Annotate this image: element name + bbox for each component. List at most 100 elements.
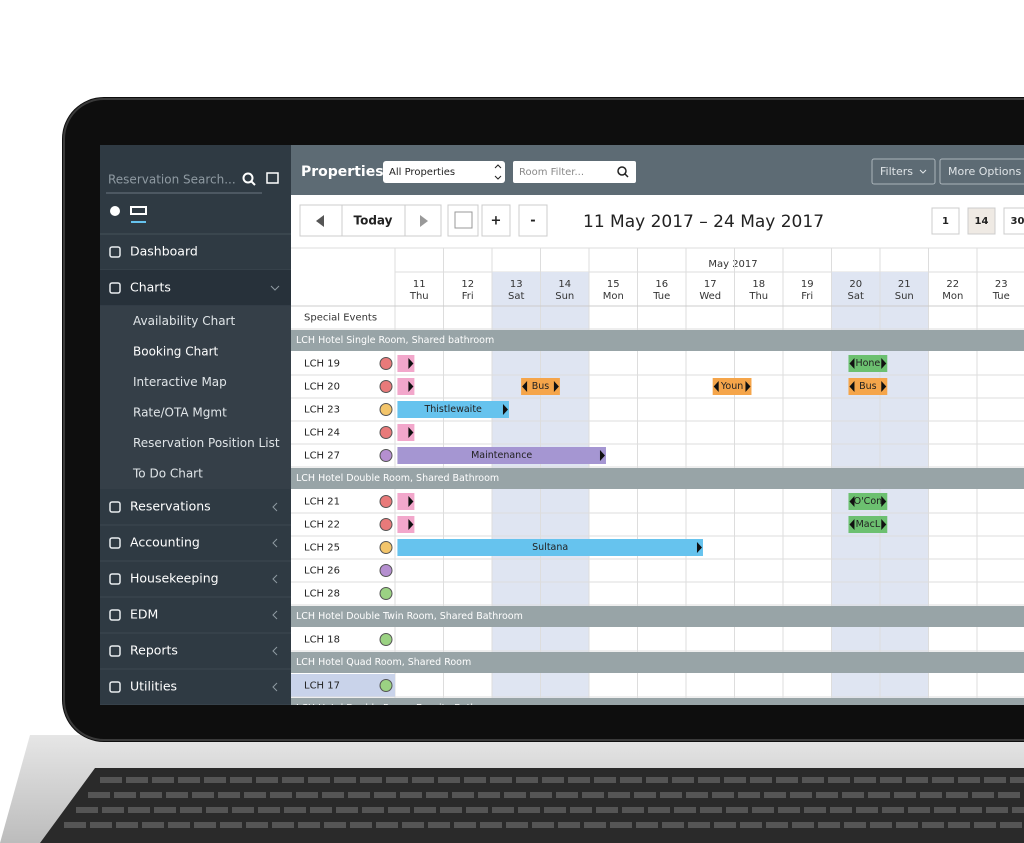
room-filter[interactable] — [513, 161, 636, 183]
submenu-item[interactable]: To Do Chart — [132, 466, 203, 480]
day-weekday: Thu — [409, 291, 429, 302]
menu-item[interactable]: Utilities — [130, 679, 177, 694]
room-name[interactable]: LCH 19 — [304, 359, 340, 370]
today-text[interactable]: Today — [354, 214, 393, 228]
calendar-icon[interactable] — [266, 172, 279, 184]
room-name[interactable]: LCH 22 — [304, 520, 340, 531]
booking[interactable] — [397, 539, 703, 556]
room-name[interactable]: LCH 23 — [304, 405, 340, 416]
bed-icon[interactable] — [130, 206, 147, 215]
booking-label[interactable]: Hone — [855, 358, 880, 369]
date-picker-button[interactable] — [447, 204, 479, 237]
filters-button-text[interactable]: Filters — [880, 165, 913, 178]
submenu-item[interactable]: Booking Chart — [133, 344, 219, 358]
view-button-text[interactable]: 14 — [975, 216, 989, 227]
special-events-label: Special Events — [304, 313, 377, 324]
booking[interactable] — [848, 355, 888, 372]
menu-item[interactable]: Reports — [130, 643, 178, 658]
submenu-item[interactable]: Reservation Position List — [133, 436, 280, 450]
booking[interactable] — [397, 355, 415, 372]
booking[interactable] — [397, 401, 509, 418]
view-button[interactable] — [931, 207, 960, 235]
booking-label[interactable]: O'Con — [854, 496, 883, 507]
room-name[interactable]: LCH 20 — [304, 382, 340, 393]
date-picker-icon — [454, 211, 473, 229]
room-group-name: LCH Hotel Double Room, Shared Bathroom — [296, 473, 499, 484]
today-button[interactable] — [341, 204, 406, 237]
search-icon[interactable] — [242, 172, 254, 184]
day-date: 12 — [461, 279, 474, 290]
plus-button[interactable] — [481, 204, 511, 237]
booking[interactable] — [848, 378, 888, 395]
filters-button[interactable] — [871, 158, 936, 185]
menu-item[interactable]: Reservations — [130, 499, 211, 514]
submenu-item[interactable]: Rate/OTA Mgmt — [133, 405, 227, 419]
room-name[interactable]: LCH 24 — [304, 428, 340, 439]
submenu-item[interactable]: Interactive Map — [133, 375, 227, 389]
menu-item[interactable]: Accounting — [130, 535, 200, 550]
menu-item[interactable]: Dashboard — [130, 244, 198, 259]
booking[interactable] — [397, 447, 606, 464]
room-name[interactable]: LCH 17 — [304, 681, 340, 692]
booking-arrow-right — [502, 404, 508, 415]
room-name[interactable]: LCH 27 — [304, 451, 340, 462]
keys — [64, 777, 1024, 828]
day-weekday: Tue — [992, 291, 1010, 302]
day-weekday: Fri — [462, 291, 474, 302]
day-weekday: Wed — [699, 291, 721, 302]
minus-text[interactable]: - — [530, 214, 535, 229]
menu-item[interactable]: Housekeeping — [130, 571, 219, 586]
menu-caret — [272, 574, 278, 584]
search-icon-handle — [250, 180, 256, 186]
more-options-button[interactable] — [939, 158, 1024, 185]
menu-caret — [272, 502, 278, 512]
booking-label[interactable]: Thistlewaite — [423, 404, 482, 415]
booking[interactable] — [848, 516, 888, 533]
menu-caret — [272, 646, 278, 656]
room-name[interactable]: LCH 21 — [304, 497, 340, 508]
booking[interactable] — [712, 378, 752, 395]
room-name[interactable]: LCH 26 — [304, 566, 340, 577]
day-date: 17 — [704, 279, 717, 290]
room-name[interactable]: LCH 28 — [304, 589, 340, 600]
view-button[interactable] — [1003, 207, 1024, 235]
properties-select[interactable] — [383, 161, 505, 183]
submenu-item[interactable]: Availability Chart — [133, 314, 235, 328]
menu-caret — [272, 610, 278, 620]
view-button[interactable] — [967, 207, 996, 235]
search-input[interactable]: Reservation Search... — [108, 173, 236, 187]
bezel-edge — [63, 98, 1024, 741]
booking[interactable] — [397, 516, 415, 533]
booking-arrow-left — [849, 381, 855, 392]
day-weekday: Fri — [801, 291, 813, 302]
view-button-text[interactable]: 1 — [942, 216, 949, 227]
booking-label[interactable]: Sultana — [532, 542, 568, 553]
booking-label[interactable]: Bus — [532, 381, 550, 392]
booking-label[interactable]: Youn — [720, 381, 743, 392]
booking[interactable] — [848, 493, 888, 510]
properties-select-text[interactable]: All Properties — [389, 167, 455, 178]
room-name[interactable]: LCH 18 — [304, 635, 340, 646]
room-status — [379, 587, 393, 600]
booking[interactable] — [397, 378, 415, 395]
submenu-bg — [100, 306, 291, 489]
more-options-text[interactable]: More Options — [948, 165, 1021, 178]
add-icon[interactable] — [110, 206, 120, 216]
room-filter-text[interactable]: Room Filter... — [519, 167, 584, 178]
filters-caret — [919, 169, 927, 174]
minus-button[interactable] — [518, 204, 548, 237]
booking-label[interactable]: MacL — [856, 519, 881, 530]
room-name[interactable]: LCH 25 — [304, 543, 340, 554]
plus-text[interactable]: + — [491, 214, 502, 229]
menu-item[interactable]: EDM — [130, 607, 158, 622]
booking-label[interactable]: Maintenance — [471, 450, 532, 461]
menu-item[interactable]: Charts — [130, 280, 171, 295]
filter-search-icon — [617, 166, 627, 176]
nav-buttons — [299, 204, 548, 237]
booking[interactable] — [397, 493, 415, 510]
booking[interactable] — [521, 378, 560, 395]
booking[interactable] — [397, 424, 415, 441]
view-button-text[interactable]: 30 — [1011, 216, 1024, 227]
room-group-name: LCH Hotel Single Room, Shared bathroom — [296, 335, 494, 346]
booking-label[interactable]: Bus — [859, 381, 877, 392]
